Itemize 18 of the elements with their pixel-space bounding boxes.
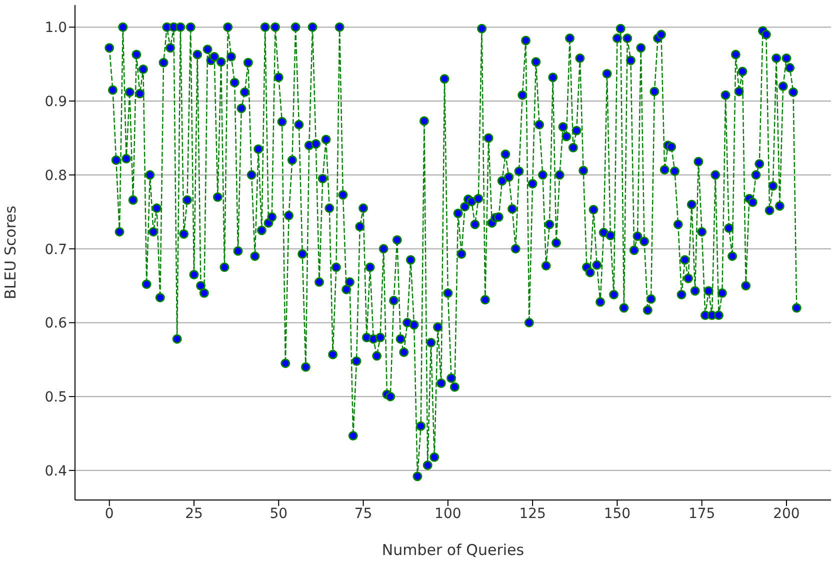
y-tick-label: 0.5 (44, 390, 67, 406)
x-tick-label: 150 (604, 506, 631, 522)
y-tick-label: 0.7 (44, 242, 67, 258)
y-tick-label: 0.6 (44, 316, 68, 332)
x-tick-label: 50 (270, 506, 288, 522)
x-tick-label: 25 (185, 506, 203, 522)
y-axis-title: BLEU Scores (1, 205, 20, 300)
x-tick-label: 0 (104, 506, 114, 522)
x-axis-title: Number of Queries (382, 541, 524, 559)
x-tick-label: 100 (434, 506, 462, 522)
x-tick-label: 75 (354, 506, 372, 522)
y-tick-label: 1.0 (44, 20, 67, 36)
y-tick-label: 0.9 (44, 94, 67, 110)
y-tick-label: 0.8 (44, 168, 67, 184)
x-tick-label: 200 (773, 506, 800, 522)
y-tick-label: 0.4 (44, 463, 68, 480)
x-tick-label: 175 (688, 506, 716, 522)
x-tick-label: 125 (519, 506, 546, 522)
